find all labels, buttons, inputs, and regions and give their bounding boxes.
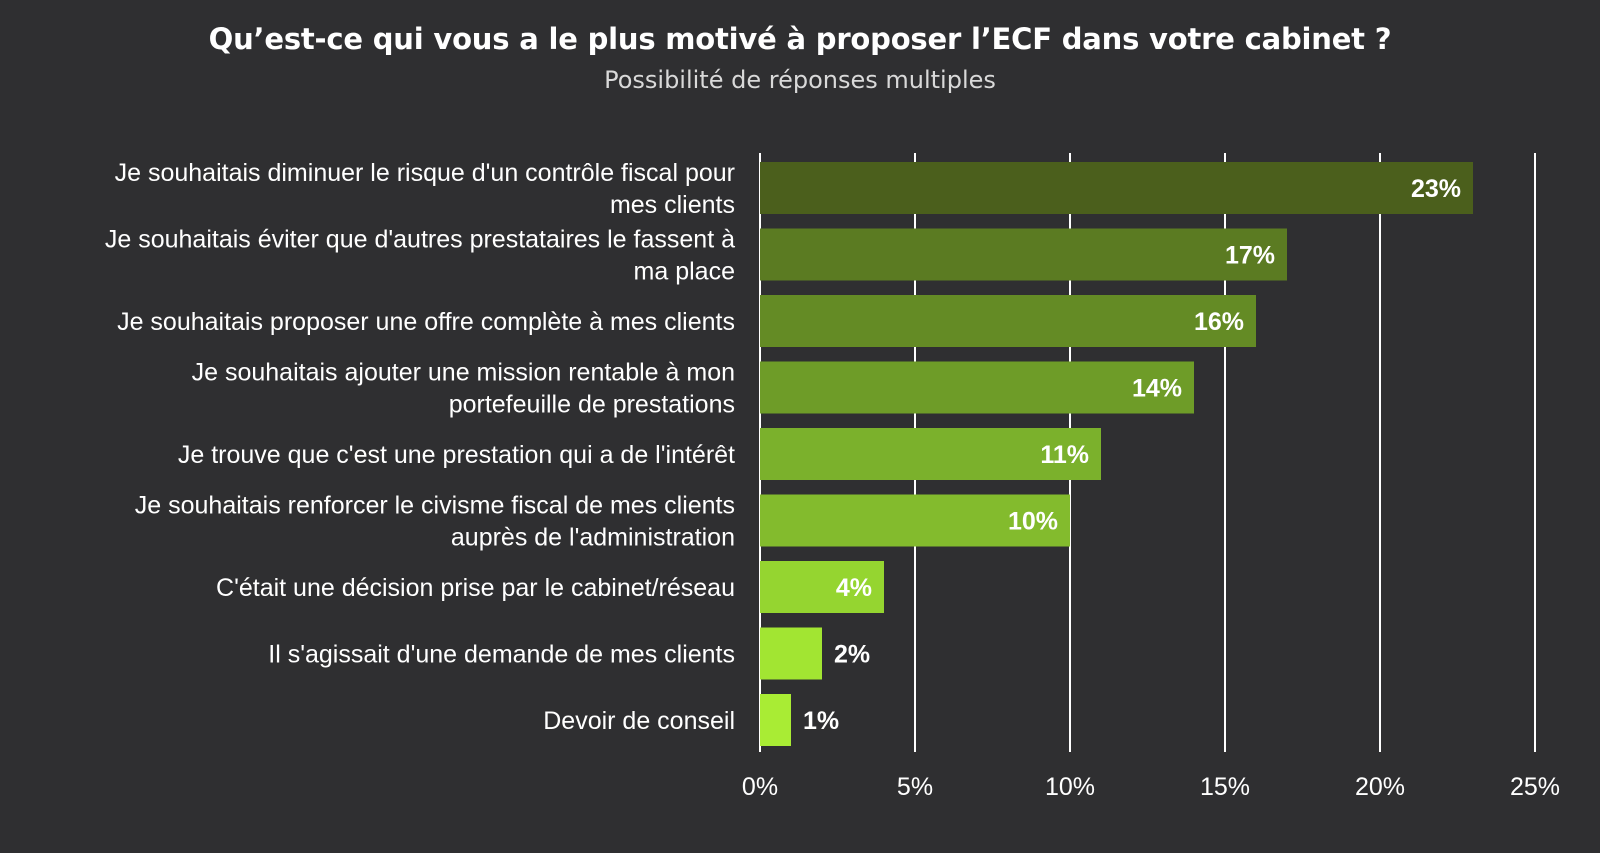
bar xyxy=(760,228,1287,281)
category-label: Devoir de conseil xyxy=(543,707,735,735)
category-label: C'était une décision prise par le cabine… xyxy=(216,574,735,602)
category-label: Il s'agissait d'une demande de mes clien… xyxy=(268,641,735,669)
category-label: Je souhaitais renforcer le civisme fisca… xyxy=(135,492,735,520)
bar xyxy=(760,428,1101,480)
bar xyxy=(760,361,1194,414)
category-label: Je souhaitais proposer une offre complèt… xyxy=(117,308,735,336)
category-label: auprès de l'administration xyxy=(451,524,735,552)
x-axis-ticks: 0% 5% 10% 15% 20% 25% xyxy=(742,773,1560,801)
category-label: Je souhaitais éviter que d'autres presta… xyxy=(105,226,735,254)
value-label: 16% xyxy=(1194,308,1244,336)
x-tick-label: 25% xyxy=(1510,773,1560,801)
value-label: 1% xyxy=(803,707,839,735)
bar xyxy=(760,694,791,746)
category-labels: Je souhaitais diminuer le risque d'un co… xyxy=(105,159,735,735)
x-tick-label: 0% xyxy=(742,773,778,801)
chart-subtitle: Possibilité de réponses multiples xyxy=(604,66,996,94)
category-label: Je trouve que c'est une prestation qui a… xyxy=(178,441,735,469)
bar xyxy=(760,162,1473,214)
bar xyxy=(760,561,884,613)
value-label: 14% xyxy=(1132,375,1182,403)
category-label: Je souhaitais diminuer le risque d'un co… xyxy=(115,159,735,187)
value-label: 23% xyxy=(1411,175,1461,203)
bar xyxy=(760,494,1070,547)
value-label: 10% xyxy=(1008,508,1058,536)
bars xyxy=(760,162,1473,746)
chart-title: Qu’est-ce qui vous a le plus motivé à pr… xyxy=(208,22,1392,56)
value-label: 2% xyxy=(834,641,870,669)
x-tick-label: 20% xyxy=(1355,773,1405,801)
value-label: 11% xyxy=(1040,441,1089,469)
x-tick-label: 15% xyxy=(1200,773,1250,801)
category-label: portefeuille de prestations xyxy=(449,391,735,419)
x-tick-label: 5% xyxy=(897,773,933,801)
value-label: 17% xyxy=(1225,242,1275,270)
category-label: ma place xyxy=(634,258,735,286)
category-label: mes clients xyxy=(610,191,735,219)
bar xyxy=(760,295,1256,347)
bar xyxy=(760,627,822,680)
value-labels: 23% 17% 16% 14% 11% 10% 4% 2% 1% xyxy=(803,175,1461,735)
value-label: 4% xyxy=(836,574,872,602)
x-tick-label: 10% xyxy=(1045,773,1095,801)
category-label: Je souhaitais ajouter une mission rentab… xyxy=(192,359,735,387)
